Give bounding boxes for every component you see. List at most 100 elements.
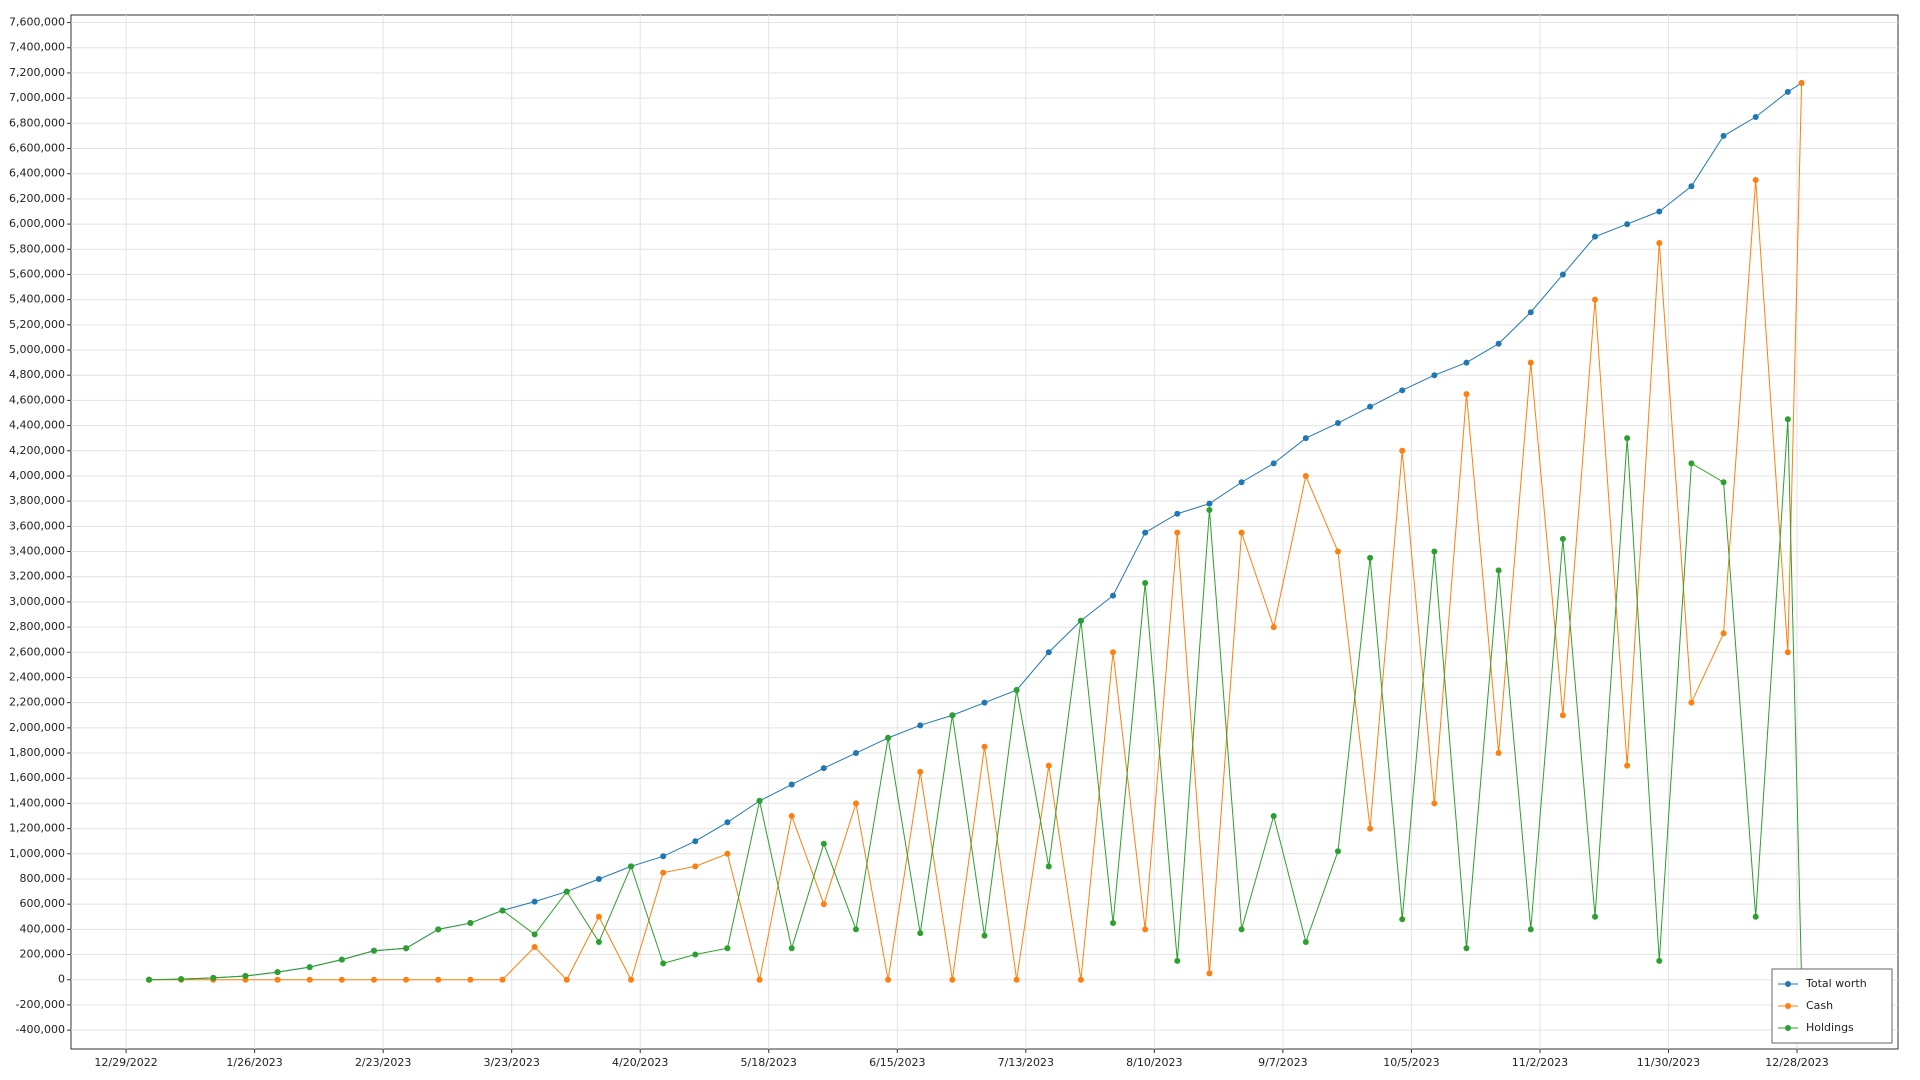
x-tick-label: 8/10/2023 bbox=[1126, 1056, 1182, 1069]
data-point bbox=[660, 869, 667, 876]
data-point bbox=[1592, 296, 1599, 303]
data-point bbox=[1784, 649, 1791, 656]
data-point bbox=[1270, 813, 1277, 820]
x-tick-label: 11/30/2023 bbox=[1637, 1056, 1700, 1069]
data-point bbox=[499, 976, 506, 983]
data-point bbox=[1174, 957, 1181, 964]
data-point bbox=[242, 972, 249, 979]
data-point bbox=[852, 800, 859, 807]
data-point bbox=[403, 945, 410, 952]
data-point bbox=[1495, 567, 1502, 574]
y-tick-label: 2,400,000 bbox=[9, 670, 65, 683]
data-point bbox=[306, 964, 313, 971]
data-point bbox=[1688, 183, 1695, 190]
data-point bbox=[1431, 372, 1438, 379]
data-point bbox=[1399, 387, 1406, 394]
data-point bbox=[788, 813, 795, 820]
y-tick-label: 5,600,000 bbox=[9, 267, 65, 280]
y-tick-label: 2,000,000 bbox=[9, 721, 65, 734]
data-point bbox=[1688, 699, 1695, 706]
data-point bbox=[178, 976, 185, 983]
data-point bbox=[1045, 649, 1052, 656]
data-point bbox=[1399, 916, 1406, 923]
data-point bbox=[1142, 926, 1149, 933]
y-tick-label: 3,800,000 bbox=[9, 494, 65, 507]
data-point bbox=[1334, 548, 1341, 555]
y-tick-label: 3,000,000 bbox=[9, 595, 65, 608]
data-point bbox=[1592, 913, 1599, 920]
data-point bbox=[917, 930, 924, 937]
data-point bbox=[1045, 863, 1052, 870]
y-tick-label: -200,000 bbox=[16, 998, 65, 1011]
data-point bbox=[724, 819, 731, 826]
data-point bbox=[1752, 114, 1759, 121]
data-point bbox=[370, 976, 377, 983]
y-tick-label: 6,400,000 bbox=[9, 167, 65, 180]
data-point bbox=[595, 913, 602, 920]
x-tick-label: 4/20/2023 bbox=[612, 1056, 668, 1069]
y-tick-label: 7,000,000 bbox=[9, 91, 65, 104]
x-tick-label: 11/2/2023 bbox=[1512, 1056, 1568, 1069]
data-point bbox=[1624, 435, 1631, 442]
data-point bbox=[628, 976, 635, 983]
data-point bbox=[1431, 800, 1438, 807]
data-point bbox=[1463, 359, 1470, 366]
data-point bbox=[563, 976, 570, 983]
data-point bbox=[531, 943, 538, 950]
y-tick-label: 6,600,000 bbox=[9, 142, 65, 155]
y-tick-label: 400,000 bbox=[20, 922, 66, 935]
data-point bbox=[1463, 391, 1470, 398]
data-point bbox=[1527, 359, 1534, 366]
x-tick-label: 2/23/2023 bbox=[355, 1056, 411, 1069]
data-point bbox=[1238, 479, 1245, 486]
y-tick-label: 600,000 bbox=[20, 897, 66, 910]
legend-label: Total worth bbox=[1805, 977, 1867, 990]
data-point bbox=[1013, 976, 1020, 983]
y-tick-label: 3,400,000 bbox=[9, 545, 65, 558]
data-point bbox=[1656, 957, 1663, 964]
data-point bbox=[756, 797, 763, 804]
data-point bbox=[692, 863, 699, 870]
data-point bbox=[724, 945, 731, 952]
data-point bbox=[885, 976, 892, 983]
data-point bbox=[1077, 617, 1084, 624]
legend-label: Holdings bbox=[1806, 1021, 1854, 1034]
data-point bbox=[1527, 926, 1534, 933]
data-point bbox=[146, 976, 153, 983]
y-tick-label: -400,000 bbox=[16, 1023, 65, 1036]
data-point bbox=[595, 938, 602, 945]
data-point bbox=[306, 976, 313, 983]
x-tick-label: 10/5/2023 bbox=[1383, 1056, 1439, 1069]
data-point bbox=[724, 850, 731, 857]
y-tick-label: 3,200,000 bbox=[9, 570, 65, 583]
data-point bbox=[917, 768, 924, 775]
data-point bbox=[1238, 926, 1245, 933]
data-point bbox=[1720, 630, 1727, 637]
data-point bbox=[660, 853, 667, 860]
data-point bbox=[949, 976, 956, 983]
y-tick-label: 7,200,000 bbox=[9, 66, 65, 79]
y-tick-label: 5,400,000 bbox=[9, 293, 65, 306]
data-point bbox=[1110, 920, 1117, 927]
x-tick-label: 5/18/2023 bbox=[741, 1056, 797, 1069]
data-point bbox=[1302, 435, 1309, 442]
data-point bbox=[1559, 271, 1566, 278]
y-tick-label: 1,000,000 bbox=[9, 847, 65, 860]
y-tick-label: 5,000,000 bbox=[9, 343, 65, 356]
x-tick-label: 12/29/2022 bbox=[94, 1056, 157, 1069]
x-tick-label: 7/13/2023 bbox=[998, 1056, 1054, 1069]
y-tick-label: 4,400,000 bbox=[9, 419, 65, 432]
y-tick-label: 3,600,000 bbox=[9, 519, 65, 532]
y-tick-label: 200,000 bbox=[20, 948, 66, 961]
data-point bbox=[852, 750, 859, 757]
data-point bbox=[1334, 848, 1341, 855]
y-tick-label: 800,000 bbox=[20, 872, 66, 885]
data-point bbox=[467, 920, 474, 927]
data-point bbox=[1559, 712, 1566, 719]
data-point bbox=[274, 969, 281, 976]
data-point bbox=[563, 888, 570, 895]
data-point bbox=[435, 976, 442, 983]
y-tick-label: 7,400,000 bbox=[9, 41, 65, 54]
data-point bbox=[1527, 309, 1534, 316]
